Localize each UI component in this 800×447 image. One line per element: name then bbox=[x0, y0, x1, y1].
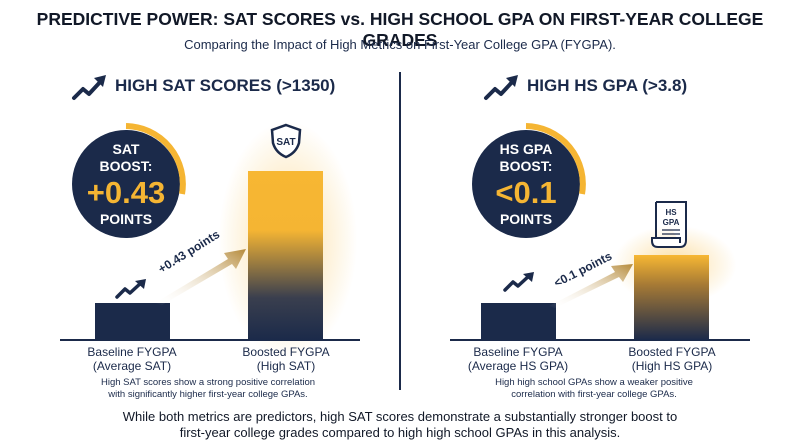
footer-summary: While both metrics are predictors, high … bbox=[0, 409, 800, 441]
boosted-label: Boosted FYGPA (High HS GPA) bbox=[612, 345, 732, 373]
sat-panel-heading: HIGH SAT SCORES (>1350) bbox=[115, 76, 336, 95]
badge-unit: POINTS bbox=[499, 210, 553, 227]
boosted-label-line2: (High HS GPA) bbox=[631, 359, 713, 373]
shield-label: SAT bbox=[276, 137, 295, 148]
sat-boost-badge bbox=[72, 123, 186, 238]
boosted-label-line1: Boosted FYGPA bbox=[242, 345, 330, 359]
hsgpa-panel: HIGH HS GPA (>3.8) HS GPA BOOST: <0.1 PO… bbox=[400, 0, 800, 447]
boosted-label: Boosted FYGPA (High SAT) bbox=[226, 345, 346, 373]
baseline-label-line1: Baseline FYGPA bbox=[473, 345, 563, 359]
footer-line2: first-year college grades compared to hi… bbox=[179, 425, 621, 440]
badge-line1: HS GPA bbox=[499, 140, 553, 157]
baseline-label: Baseline FYGPA (Average HS GPA) bbox=[458, 345, 578, 373]
doc-label-line1: HS bbox=[665, 208, 677, 217]
hsgpa-note: High high school GPAs show a weaker posi… bbox=[444, 377, 744, 400]
badge-line1: SAT bbox=[112, 140, 140, 157]
hsgpa-panel-heading: HIGH HS GPA (>3.8) bbox=[527, 76, 688, 95]
baseline-label: Baseline FYGPA (Average SAT) bbox=[72, 345, 192, 373]
baseline-label-line1: Baseline FYGPA bbox=[87, 345, 177, 359]
sat-note: High SAT scores show a strong positive c… bbox=[58, 377, 358, 400]
boost-arrow bbox=[155, 249, 246, 305]
sat-panel: HIGH SAT SCORES (>1350) SAT BOOST: +0.43… bbox=[58, 75, 360, 400]
baseline-bar bbox=[481, 303, 556, 340]
badge-value: +0.43 bbox=[86, 174, 166, 210]
axis-baseline bbox=[60, 339, 360, 341]
badge-line2: BOOST: bbox=[499, 157, 553, 174]
badge-unit: POINTS bbox=[99, 210, 153, 227]
small-trend-icon bbox=[503, 272, 534, 292]
panel-divider bbox=[399, 72, 401, 390]
boosted-label-line2: (High SAT) bbox=[256, 359, 316, 373]
shield-icon: SAT bbox=[270, 123, 302, 159]
axis-baseline bbox=[450, 339, 750, 341]
footer-line1: While both metrics are predictors, high … bbox=[122, 409, 678, 424]
trend-up-arrow-icon bbox=[484, 75, 518, 100]
boosted-bar bbox=[248, 171, 323, 340]
hsgpa-note-line1: High high school GPAs show a weaker posi… bbox=[495, 377, 693, 388]
sat-note-line2: with significantly higher first-year col… bbox=[108, 388, 308, 400]
boosted-label-line1: Boosted FYGPA bbox=[628, 345, 716, 359]
small-trend-icon bbox=[115, 279, 146, 299]
boost-arrow bbox=[549, 264, 633, 308]
doc-label-line2: GPA bbox=[663, 218, 680, 227]
hsgpa-boost-badge bbox=[472, 123, 586, 238]
page-subtitle: Comparing the Impact of High Metrics on … bbox=[184, 37, 616, 52]
baseline-bar bbox=[95, 303, 170, 340]
baseline-label-line2: (Average SAT) bbox=[92, 359, 172, 373]
sat-badge-text: SAT BOOST: +0.43 POINTS bbox=[66, 124, 186, 244]
badge-line2: BOOST: bbox=[99, 157, 153, 174]
hsgpa-note-line2: correlation with first-year college GPAs… bbox=[511, 388, 677, 400]
baseline-label-line2: (Average HS GPA) bbox=[467, 359, 569, 373]
trend-up-arrow-icon bbox=[72, 75, 106, 100]
hsgpa-badge-text: HS GPA BOOST: <0.1 POINTS bbox=[466, 124, 586, 244]
page-title: PREDICTIVE POWER: SAT SCORES vs. HIGH SC… bbox=[36, 9, 764, 50]
badge-value: <0.1 bbox=[495, 174, 557, 210]
document-scroll-icon: HS GPA bbox=[651, 201, 687, 248]
sat-note-line1: High SAT scores show a strong positive c… bbox=[100, 377, 316, 388]
boosted-bar bbox=[634, 255, 709, 340]
